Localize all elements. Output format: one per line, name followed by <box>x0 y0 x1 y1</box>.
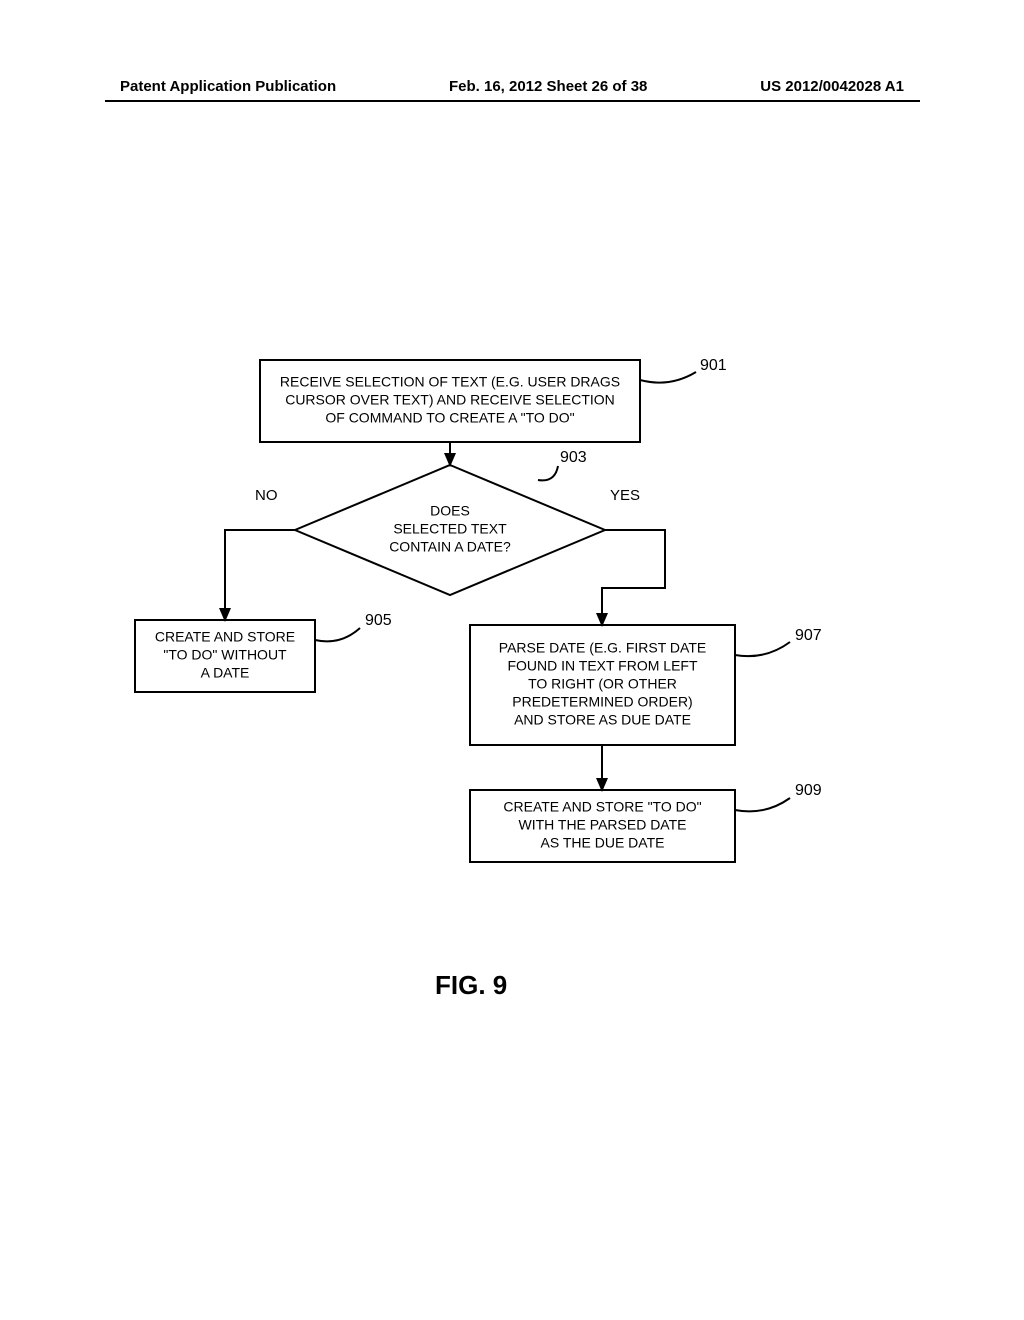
ref-909: 909 <box>795 782 822 799</box>
ref-connector-3 <box>735 642 790 656</box>
ref-901: 901 <box>700 357 727 374</box>
page-container: Patent Application Publication Feb. 16, … <box>0 0 1024 1320</box>
edge-2 <box>602 530 665 625</box>
svg-text:TO RIGHT (OR OTHER: TO RIGHT (OR OTHER <box>528 676 677 692</box>
svg-text:FOUND IN TEXT FROM LEFT: FOUND IN TEXT FROM LEFT <box>507 658 697 674</box>
svg-text:A DATE: A DATE <box>201 665 250 681</box>
decision-yes-label: YES <box>610 487 640 504</box>
flowchart-svg: RECEIVE SELECTION OF TEXT (E.G. USER DRA… <box>0 0 1024 1320</box>
svg-text:OF COMMAND TO CREATE A "TO DO": OF COMMAND TO CREATE A "TO DO" <box>325 410 574 426</box>
svg-text:PREDETERMINED ORDER): PREDETERMINED ORDER) <box>512 694 692 710</box>
ref-connector-0 <box>640 372 696 383</box>
svg-text:RECEIVE SELECTION OF TEXT (E.G: RECEIVE SELECTION OF TEXT (E.G. USER DRA… <box>280 374 620 390</box>
ref-907: 907 <box>795 627 822 644</box>
edge-1 <box>225 530 295 620</box>
decision-no-label: NO <box>255 487 278 504</box>
svg-text:CONTAIN A DATE?: CONTAIN A DATE? <box>389 539 511 555</box>
svg-text:CREATE AND STORE: CREATE AND STORE <box>155 629 295 645</box>
svg-text:"TO DO" WITHOUT: "TO DO" WITHOUT <box>163 647 287 663</box>
svg-text:SELECTED TEXT: SELECTED TEXT <box>393 521 507 537</box>
svg-text:WITH THE PARSED DATE: WITH THE PARSED DATE <box>518 817 686 833</box>
ref-connector-4 <box>735 798 790 811</box>
svg-text:AND STORE AS DUE DATE: AND STORE AS DUE DATE <box>514 712 691 728</box>
svg-text:CREATE AND STORE "TO DO": CREATE AND STORE "TO DO" <box>503 799 701 815</box>
svg-text:PARSE DATE (E.G. FIRST DATE: PARSE DATE (E.G. FIRST DATE <box>499 640 706 656</box>
svg-text:DOES: DOES <box>430 503 470 519</box>
ref-903: 903 <box>560 449 587 466</box>
ref-905: 905 <box>365 612 392 629</box>
figure-caption: FIG. 9 <box>435 970 507 1001</box>
ref-connector-2 <box>315 628 360 641</box>
svg-text:CURSOR OVER TEXT) AND RECEIVE: CURSOR OVER TEXT) AND RECEIVE SELECTION <box>285 392 615 408</box>
svg-text:AS THE DUE DATE: AS THE DUE DATE <box>541 835 665 851</box>
ref-connector-1 <box>538 466 558 480</box>
